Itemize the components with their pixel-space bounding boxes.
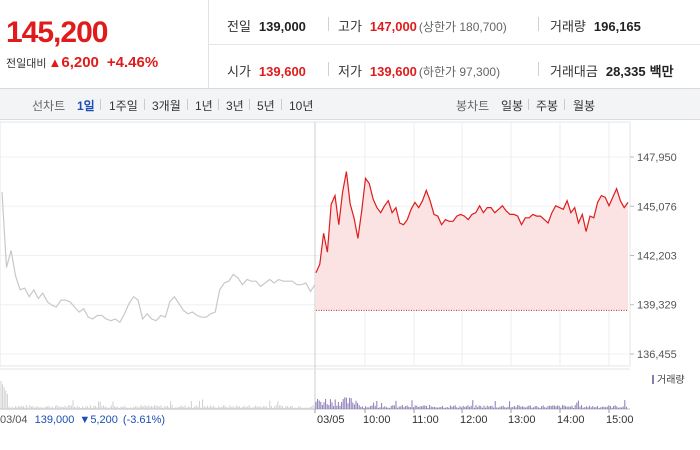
stat-low: 저가 139,600 (하한가 97,300) [338, 61, 500, 80]
divider [100, 99, 101, 110]
divider [187, 99, 188, 110]
prev-day-summary: 03/04 139,000 ▼5,200 (-3.61%) [0, 414, 165, 426]
prev-day-pct: (-3.61%) [122, 414, 166, 426]
stat-label: 거래량 [550, 19, 586, 34]
change-value: 6,200 [61, 54, 99, 71]
y-tick-label: 147,950 [637, 152, 677, 164]
y-tick-label: 139,329 [637, 300, 677, 312]
up-triangle-icon: ▲ [48, 55, 62, 70]
stat-sub: (상한가 180,700) [418, 20, 507, 34]
volume-legend: 거래량 [652, 371, 685, 386]
y-tick-label: 145,076 [637, 201, 677, 213]
current-day-line [315, 171, 629, 273]
prev-day-change: 5,200 [90, 414, 118, 426]
price-change: 전일대비 ▲6,200 +4.46% [6, 54, 158, 71]
volume-legend-label: 거래량 [657, 375, 685, 386]
x-tick-label: 15:00 [606, 414, 634, 426]
prev-day-line [1, 192, 316, 324]
tab-3m[interactable]: 3개월 [152, 99, 181, 113]
stat-unit: 백만 [649, 64, 674, 79]
x-tick-label: 14:00 [557, 414, 585, 426]
tab-monthly-candle[interactable]: 월봉 [573, 99, 596, 113]
stat-open: 시가 139,600 [227, 61, 306, 80]
stat-value: 28,335 [605, 64, 646, 79]
stat-amount: 거래대금 28,335 백만 [550, 61, 674, 80]
tab-5y[interactable]: 5년 [257, 99, 275, 113]
candle-chart-label: 봉차트 [456, 99, 490, 113]
stat-value: 147,000 [369, 19, 417, 34]
down-triangle-icon: ▼ [79, 414, 91, 426]
stat-high: 고가 147,000 (상한가 180,700) [338, 16, 507, 35]
divider [328, 62, 329, 76]
divider [528, 99, 529, 110]
divider [564, 99, 565, 110]
tab-3y[interactable]: 3년 [226, 99, 244, 113]
tab-10y[interactable]: 10년 [289, 99, 314, 113]
volume-swatch [652, 375, 654, 384]
divider [144, 99, 145, 110]
x-tick-label: 10:00 [363, 414, 391, 426]
current-day-area [316, 171, 628, 311]
change-percent: +4.46% [106, 54, 159, 71]
line-chart-label: 선차트 [32, 99, 66, 113]
stat-value: 139,600 [369, 64, 417, 79]
divider [328, 17, 329, 31]
current-price: 145,200 [6, 16, 108, 49]
stat-prev-close: 전일 139,000 [227, 16, 306, 35]
stat-label: 거래대금 [550, 64, 598, 79]
stat-sub: (하한가 97,300) [418, 65, 501, 79]
x-tick-label: 03/05 [317, 414, 345, 426]
price-box: 145,200 전일대비 ▲6,200 +4.46% [0, 0, 209, 88]
divider [249, 99, 250, 110]
tab-daily-candle[interactable]: 일봉 [501, 99, 524, 113]
stock-summary-panel: 145,200 전일대비 ▲6,200 +4.46% 전일 139,000 고가 147… [0, 0, 700, 89]
prev-day-price: 139,000 [34, 414, 75, 426]
y-tick-label: 142,203 [637, 250, 677, 262]
stat-value: 139,600 [258, 64, 306, 79]
divider [281, 99, 282, 110]
stat-value: 196,165 [593, 19, 641, 34]
tab-1w[interactable]: 1주일 [109, 99, 138, 113]
change-label: 전일대비 [6, 58, 47, 70]
stat-label: 고가 [338, 19, 362, 34]
stat-value: 139,000 [258, 19, 306, 34]
tab-weekly-candle[interactable]: 주봉 [536, 99, 559, 113]
x-tick-label: 11:00 [412, 414, 439, 426]
stat-volume: 거래량 196,165 [550, 16, 641, 35]
prev-day-date: 03/04 [0, 414, 28, 426]
stat-label: 전일 [227, 19, 251, 34]
divider [538, 17, 539, 31]
divider [218, 99, 219, 110]
y-tick-label: 136,455 [637, 349, 677, 361]
x-tick-label: 12:00 [460, 414, 488, 426]
stat-label: 시가 [227, 64, 251, 79]
divider [208, 44, 700, 45]
chart-period-tabs: 선차트 1일 1주일 3개월 1년 3년 5년 10년 봉차트 일봉 주봉 월봉 [0, 89, 700, 120]
x-tick-label: 13:00 [508, 414, 536, 426]
tab-1y[interactable]: 1년 [195, 99, 213, 113]
tab-1d[interactable]: 1일 [77, 99, 95, 113]
divider [538, 62, 539, 76]
stat-label: 저가 [338, 64, 362, 79]
